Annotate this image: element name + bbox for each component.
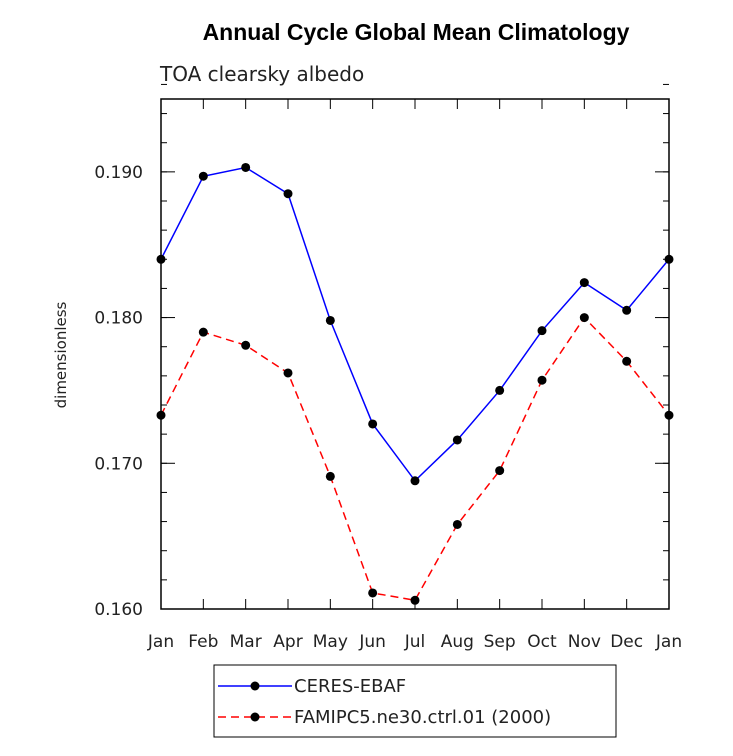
- y-tick-label: 0.160: [94, 600, 143, 620]
- x-tick-label: Aug: [441, 632, 474, 652]
- legend-label-1: CERES-EBAF: [294, 676, 406, 697]
- data-point: [283, 189, 293, 199]
- data-point: [156, 410, 166, 420]
- y-tick-label: 0.170: [94, 454, 143, 474]
- data-point: [156, 254, 166, 264]
- legend-marker: [250, 712, 260, 722]
- data-point: [622, 305, 632, 315]
- plot-frame: [160, 98, 670, 610]
- x-tick-label: Feb: [188, 632, 218, 652]
- data-point: [410, 595, 420, 605]
- data-point: [241, 162, 251, 172]
- legend-marker: [250, 681, 260, 691]
- y-axis-label: dimensionless: [52, 301, 70, 408]
- y-tick-label: 0.180: [94, 309, 143, 329]
- x-tick-label: Sep: [484, 632, 516, 652]
- legend: CERES-EBAF FAMIPC5.ne30.ctrl.01 (2000): [213, 664, 617, 738]
- x-tick-label: Apr: [273, 632, 302, 652]
- data-point: [537, 375, 547, 385]
- data-point: [325, 315, 335, 325]
- x-tick-label: Oct: [527, 632, 557, 652]
- series-line-2: [160, 316, 670, 602]
- data-point: [325, 471, 335, 481]
- legend-label-2: FAMIPC5.ne30.ctrl.01 (2000): [294, 707, 551, 728]
- data-point: [198, 327, 208, 337]
- y-tick-label: 0.190: [94, 163, 143, 183]
- data-point: [241, 340, 251, 350]
- x-tick-label: Mar: [230, 632, 262, 652]
- x-tick-label: Dec: [610, 632, 643, 652]
- x-tick-label: May: [313, 632, 348, 652]
- x-tick-label: Nov: [568, 632, 601, 652]
- data-point: [452, 519, 462, 529]
- x-tick-label: Jun: [358, 632, 386, 652]
- x-tick-label: Jul: [404, 632, 426, 652]
- x-tick-label: Jan: [147, 632, 174, 652]
- chart-title: Annual Cycle Global Mean Climatology: [203, 19, 630, 45]
- legend-box: [213, 664, 617, 738]
- data-point: [495, 385, 505, 395]
- data-point: [537, 326, 547, 336]
- data-point: [495, 466, 505, 476]
- data-point: [664, 254, 674, 264]
- data-point: [410, 476, 420, 486]
- data-point: [579, 313, 589, 323]
- data-point: [579, 278, 589, 288]
- data-point: [368, 588, 378, 598]
- data-point: [664, 410, 674, 420]
- data-point: [622, 356, 632, 366]
- data-point: [368, 419, 378, 429]
- data-point: [198, 171, 208, 181]
- axis-ticks: Jan Feb Mar Apr May Jun Jul Aug Sep Oct Nov Dec Jan0…: [94, 83, 682, 652]
- data-point: [283, 368, 293, 378]
- data-point: [452, 435, 462, 445]
- series-line-1: [160, 166, 670, 482]
- series-group: [156, 162, 674, 605]
- chart-subtitle: TOA clearsky albedo: [159, 62, 364, 86]
- x-tick-label: Jan: [655, 632, 682, 652]
